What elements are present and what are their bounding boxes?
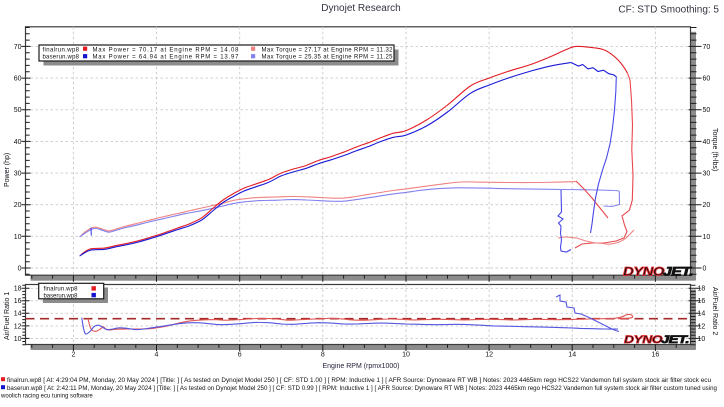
svg-text:Air/Fuel Ratio 1: Air/Fuel Ratio 1 — [4, 292, 11, 340]
svg-text:10: 10 — [14, 336, 22, 343]
svg-text:4: 4 — [155, 352, 159, 359]
svg-text:baserun.wp8: baserun.wp8 — [44, 293, 79, 299]
svg-text:2: 2 — [71, 352, 75, 359]
svg-text:8: 8 — [321, 352, 325, 359]
svg-text:50: 50 — [703, 107, 711, 114]
svg-text:0: 0 — [18, 265, 22, 272]
svg-text:16: 16 — [652, 352, 660, 359]
svg-text:10: 10 — [703, 234, 711, 241]
svg-text:18: 18 — [698, 286, 706, 293]
svg-text:Max Power = 70.17 at Engine RP: Max Power = 70.17 at Engine RPM = 14.08 — [93, 47, 240, 53]
svg-text:16: 16 — [698, 298, 706, 305]
svg-text:40: 40 — [703, 139, 711, 146]
svg-text:Engine RPM (rpmx1000): Engine RPM (rpmx1000) — [322, 363, 399, 370]
svg-text:CF: STD Smoothing: 5: CF: STD Smoothing: 5 — [618, 5, 719, 16]
svg-text:14: 14 — [568, 352, 576, 359]
svg-text:JET.: JET. — [663, 267, 693, 279]
svg-text:16: 16 — [14, 298, 22, 305]
svg-text:20: 20 — [703, 202, 711, 209]
svg-text:Air/Fuel Ratio 2: Air/Fuel Ratio 2 — [711, 287, 718, 335]
svg-text:12: 12 — [698, 323, 706, 330]
svg-text:60: 60 — [14, 76, 22, 83]
svg-text:10: 10 — [402, 352, 410, 359]
svg-text:DYNO: DYNO — [623, 267, 665, 279]
svg-text:Torque (ft-lbs): Torque (ft-lbs) — [711, 128, 718, 171]
svg-text:Max Power = 64.94 at Engine RP: Max Power = 64.94 at Engine RPM = 13.97 — [93, 55, 240, 61]
svg-text:60: 60 — [703, 76, 711, 83]
svg-text:Max Torque = 27.17 at Engine R: Max Torque = 27.17 at Engine RPM = 11.32 — [262, 47, 394, 53]
svg-text:50: 50 — [14, 107, 22, 114]
svg-text:woolich racing ecu tuning soft: woolich racing ecu tuning software — [0, 394, 93, 400]
svg-text:baserun.wp8 [ At: 2:42:11 PM,: baserun.wp8 [ At: 2:42:11 PM, Monday, 20… — [7, 386, 717, 392]
svg-text:Power (hp): Power (hp) — [4, 153, 11, 187]
svg-text:finalrun.wp8: finalrun.wp8 — [44, 287, 79, 293]
svg-text:10: 10 — [698, 336, 706, 343]
svg-text:Max Torque = 25.35 at Engine R: Max Torque = 25.35 at Engine RPM = 11.25 — [262, 55, 394, 61]
svg-text:70: 70 — [703, 44, 711, 51]
svg-text:baserun.wp8: baserun.wp8 — [43, 55, 80, 61]
svg-text:finalrun.wp8: finalrun.wp8 — [43, 47, 80, 53]
svg-text:30: 30 — [703, 171, 711, 178]
svg-text:40: 40 — [14, 139, 22, 146]
svg-text:30: 30 — [14, 171, 22, 178]
svg-text:6: 6 — [238, 352, 242, 359]
svg-text:20: 20 — [14, 202, 22, 209]
svg-text:12: 12 — [14, 323, 22, 330]
svg-text:10: 10 — [14, 234, 22, 241]
svg-text:14: 14 — [14, 311, 22, 318]
svg-text:finalrun.wp8 [ At: 4:29:04 PM,: finalrun.wp8 [ At: 4:29:04 PM, Monday, 2… — [7, 378, 711, 384]
svg-text:12: 12 — [485, 352, 493, 359]
svg-text:Dynojet Research: Dynojet Research — [321, 3, 400, 14]
svg-text:70: 70 — [14, 44, 22, 51]
svg-text:14: 14 — [698, 311, 706, 318]
svg-text:JET.: JET. — [661, 334, 689, 346]
svg-text:0: 0 — [703, 265, 707, 272]
svg-text:DYNO: DYNO — [624, 334, 663, 346]
svg-text:18: 18 — [14, 286, 22, 293]
